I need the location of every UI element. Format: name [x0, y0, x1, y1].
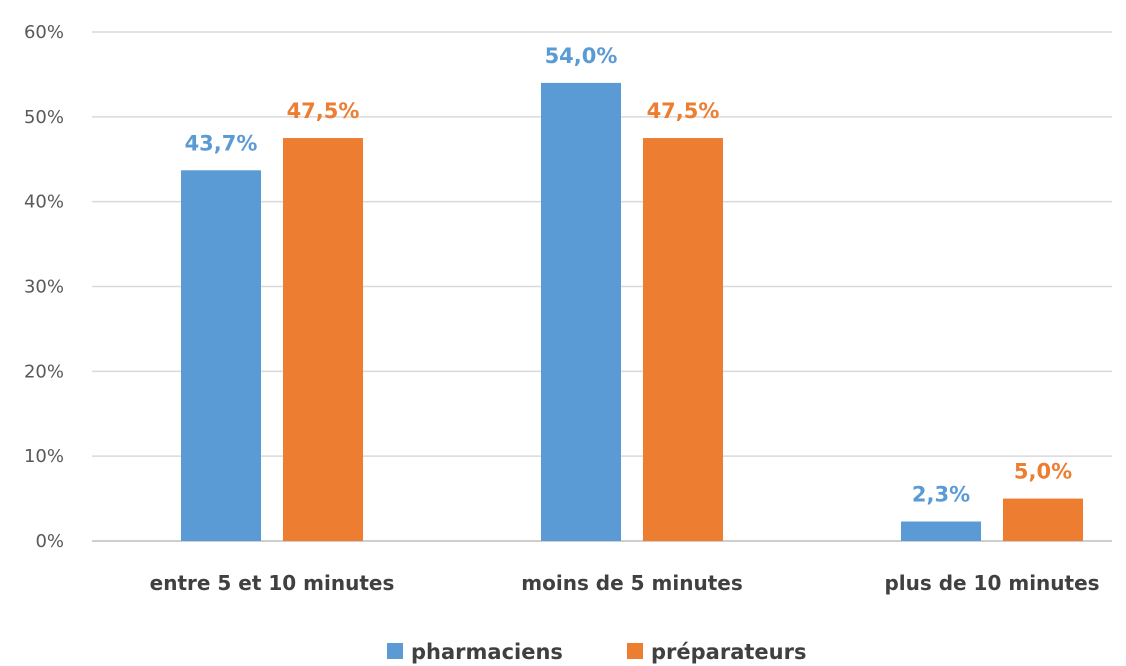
data-label: 43,7% [185, 131, 258, 155]
bar-pharmaciens [181, 170, 261, 542]
category-label: plus de 10 minutes [884, 571, 1099, 595]
legend: pharmaciens préparateurs [387, 640, 806, 664]
y-tick-label: 40% [24, 192, 64, 213]
y-tick-label: 10% [24, 446, 64, 467]
y-tick-label: 60% [24, 22, 64, 43]
y-axis-tick-labels: 0% 10% 20% 30% 40% 50% 60% [24, 22, 64, 552]
y-tick-label: 50% [24, 107, 64, 128]
legend-swatch [627, 643, 643, 659]
data-label: 54,0% [545, 44, 618, 68]
bars [181, 82, 1083, 542]
legend-swatch [387, 643, 403, 659]
data-label: 2,3% [912, 482, 970, 506]
data-label: 47,5% [287, 99, 360, 123]
x-axis-category-labels: entre 5 et 10 minutes moins de 5 minutes p… [150, 571, 1100, 595]
category-label: entre 5 et 10 minutes [150, 571, 395, 595]
bar-preparateurs [283, 138, 363, 541]
y-tick-label: 30% [24, 277, 64, 298]
y-tick-label: 20% [24, 361, 64, 382]
data-label: 47,5% [647, 99, 720, 123]
data-labels: 43,7% 54,0% 2,3% 47,5% 47,5% 5,0% [185, 44, 1073, 507]
category-label: moins de 5 minutes [521, 571, 742, 595]
bar-pharmaciens [541, 82, 621, 542]
bar-preparateurs [643, 138, 723, 541]
legend-label: pharmaciens [411, 640, 563, 664]
legend-label: préparateurs [651, 640, 806, 664]
y-tick-label: 0% [35, 531, 64, 552]
bar-pharmaciens [901, 521, 981, 541]
data-label: 5,0% [1014, 460, 1072, 484]
bar-preparateurs [1003, 498, 1083, 541]
